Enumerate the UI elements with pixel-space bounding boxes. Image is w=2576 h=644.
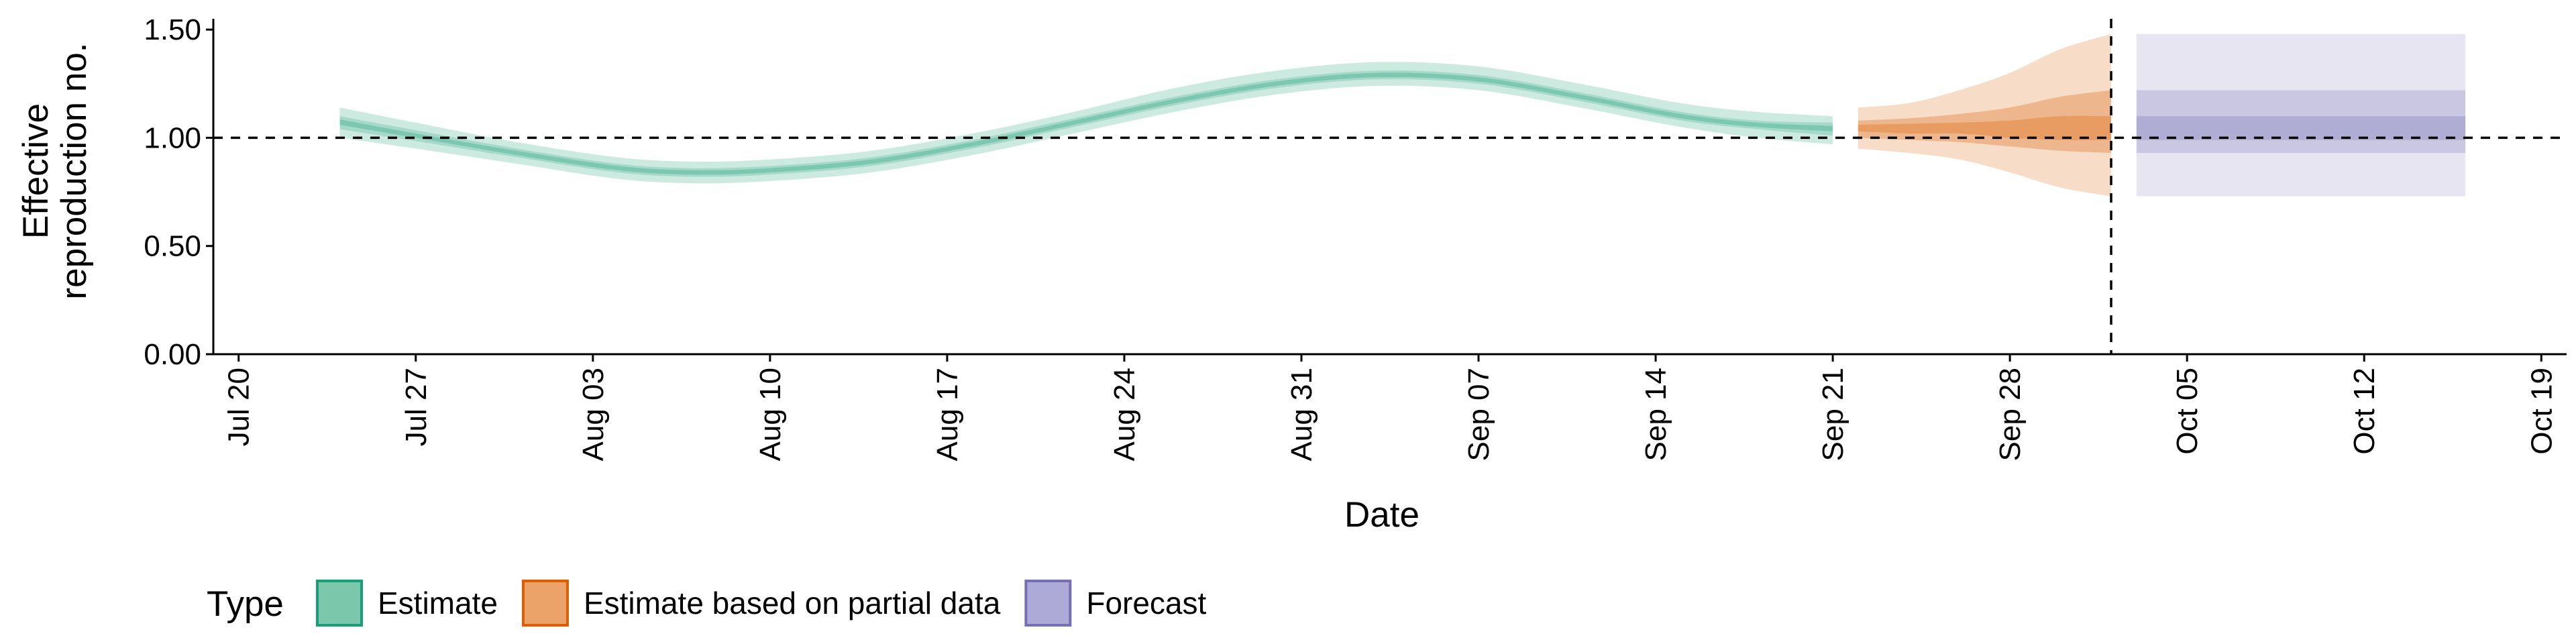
legend-key-2 xyxy=(1024,580,1072,627)
series-2-band-90 xyxy=(2136,34,2466,197)
legend-key-0 xyxy=(316,580,363,627)
y-tick-label-1: 0.50 xyxy=(144,230,201,263)
x-tick-label-10: Sep 28 xyxy=(1994,368,2027,461)
x-tick-label-0: Jul 20 xyxy=(223,368,256,446)
x-tick-label-4: Aug 17 xyxy=(931,368,964,461)
series-1-band-90 xyxy=(1858,34,2111,197)
legend-label-1: Estimate based on partial data xyxy=(584,586,1001,621)
legend: Type Estimate Estimate based on partial d… xyxy=(207,580,1207,627)
series-2-band-20 xyxy=(2136,116,2466,140)
x-tick-label-1: Jul 27 xyxy=(400,368,433,446)
legend-key-1 xyxy=(521,580,569,627)
series-1-band-20 xyxy=(1858,115,2111,140)
x-tick-label-7: Sep 07 xyxy=(1462,368,1495,461)
x-tick-label-12: Oct 12 xyxy=(2348,368,2381,455)
x-tick-label-8: Sep 14 xyxy=(1640,368,1672,461)
y-axis-title-line-2: reproduction no. xyxy=(54,42,94,299)
labels-layer: Date Effective reproduction no. xyxy=(16,42,1419,535)
axes-layer: 0.00 0.50 1.00 1.50 Jul 20 Jul 27 Aug 03 Aug 10… xyxy=(144,13,2567,461)
series-2-group xyxy=(2136,34,2466,197)
series-0-group xyxy=(339,62,1833,184)
x-tick-label-11: Oct 05 xyxy=(2171,368,2204,455)
legend-label-0: Estimate xyxy=(378,586,498,621)
legend-title: Type xyxy=(207,584,284,624)
series-0-band-90 xyxy=(339,62,1833,184)
x-tick-label-2: Aug 03 xyxy=(577,368,610,461)
x-tick-label-13: Oct 19 xyxy=(2525,368,2558,455)
y-tick-label-0: 0.00 xyxy=(144,338,201,371)
reference-lines-layer xyxy=(213,19,2567,354)
x-tick-label-3: Aug 10 xyxy=(754,368,787,461)
legend-label-2: Forecast xyxy=(1086,586,1206,621)
x-axis-title: Date xyxy=(1344,495,1419,535)
x-tick-label-6: Aug 31 xyxy=(1285,368,1318,461)
x-tick-label-5: Aug 24 xyxy=(1108,368,1141,461)
y-tick-label-2: 1.00 xyxy=(144,121,201,154)
y-axis-title-line-1: Effective xyxy=(16,103,56,239)
x-tick-label-9: Sep 21 xyxy=(1817,368,1849,461)
y-tick-label-3: 1.50 xyxy=(144,13,201,46)
series-0-band-50 xyxy=(339,70,1833,177)
